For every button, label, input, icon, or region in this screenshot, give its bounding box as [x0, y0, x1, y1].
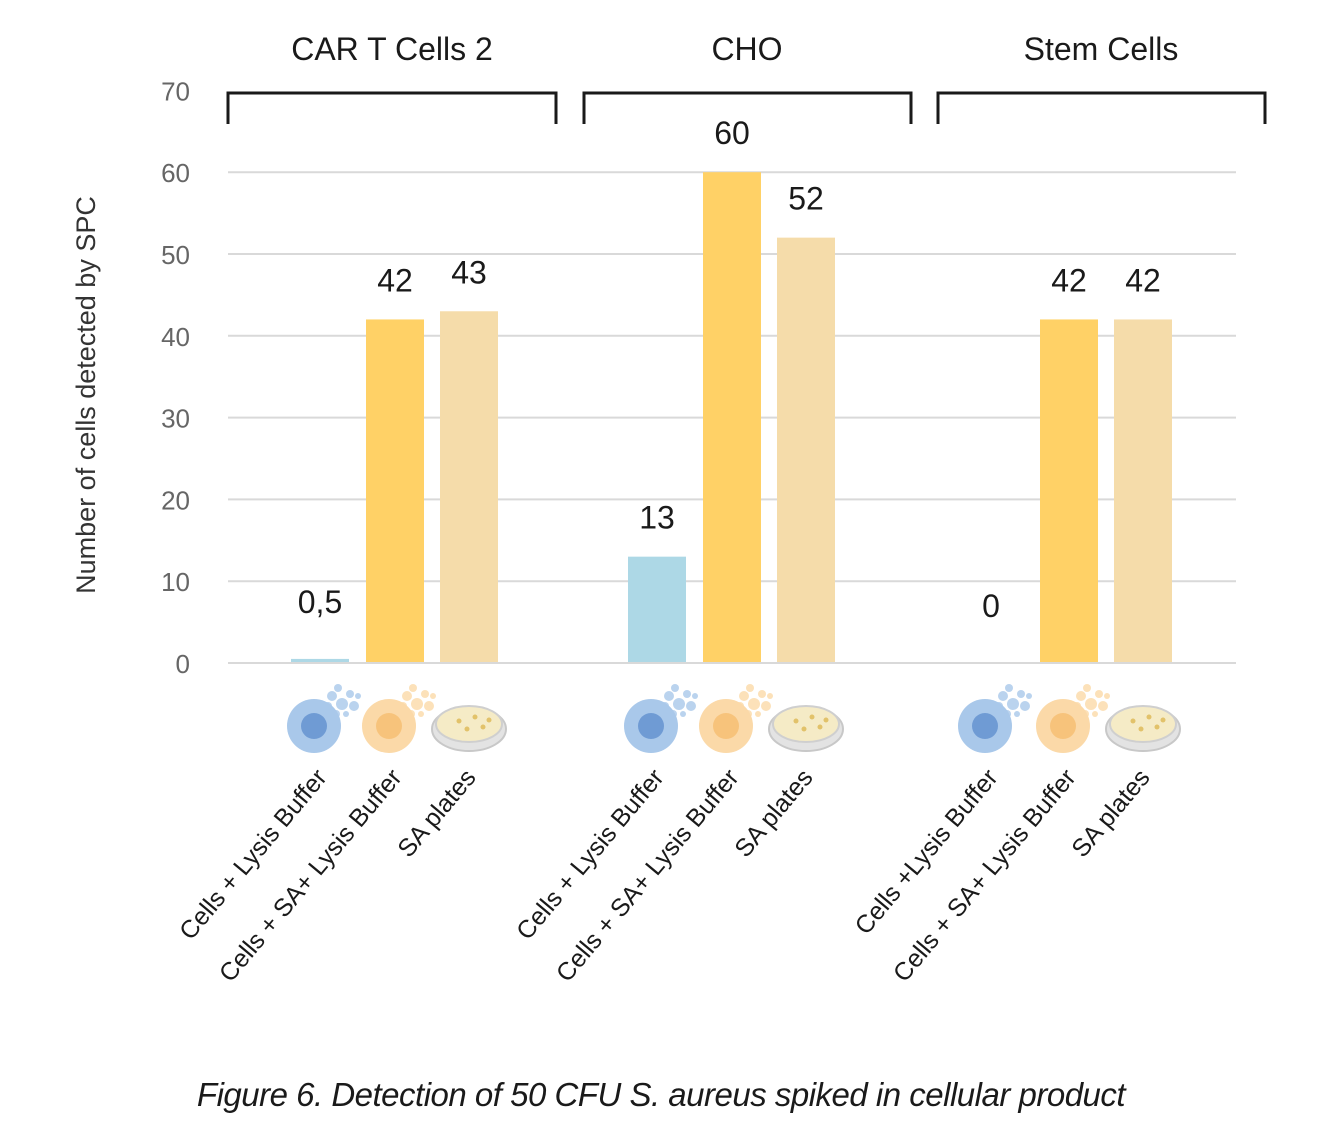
- petri-dish-icon: [768, 705, 844, 752]
- chart: 0 10 20 30 40 50 60 70 Number of cells detected …: [71, 31, 1267, 987]
- data-label: 0,5: [298, 584, 342, 620]
- y-tick-label: 0: [176, 649, 190, 679]
- lysed-cell-icon: [624, 684, 698, 753]
- petri-dish-icon: [1105, 705, 1181, 752]
- lysed-cell-icon: [287, 684, 361, 753]
- group-title: Stem Cells: [1024, 31, 1179, 67]
- bar: [1040, 319, 1098, 663]
- y-tick-label: 50: [161, 240, 190, 270]
- group-title: CHO: [711, 31, 782, 67]
- bar: [366, 319, 424, 663]
- group-title: CAR T Cells 2: [291, 31, 493, 67]
- x-category-label: SA plates: [729, 764, 818, 863]
- bar: [1114, 319, 1172, 663]
- sa-lysed-cell-icon: [699, 684, 773, 753]
- data-label: 43: [451, 254, 487, 290]
- bar: [703, 172, 761, 663]
- data-label: 0: [982, 588, 1000, 624]
- data-label: 42: [1125, 262, 1161, 298]
- group-bracket: [582, 91, 913, 124]
- y-tick-label: 10: [161, 567, 190, 597]
- figure-caption: Figure 6. Detection of 50 CFU S. aureus …: [196, 1076, 1126, 1113]
- group-bracket: [226, 91, 558, 124]
- petri-dish-icon: [431, 705, 507, 752]
- sa-lysed-cell-icon: [362, 684, 436, 753]
- y-tick-label: 60: [161, 158, 190, 188]
- x-category-label: Cells +Lysis Buffer: [850, 764, 1004, 940]
- y-tick-label: 30: [161, 404, 190, 434]
- data-label: 42: [1051, 262, 1087, 298]
- bar: [291, 658, 349, 663]
- sa-lysed-cell-icon: [1036, 684, 1110, 753]
- bar: [628, 556, 686, 663]
- data-label: 60: [714, 115, 750, 151]
- x-category-label: SA plates: [392, 764, 481, 863]
- data-label: 42: [377, 262, 413, 298]
- bar: [777, 237, 835, 663]
- y-tick-label: 20: [161, 485, 190, 515]
- x-category-label: SA plates: [1066, 764, 1155, 863]
- bar: [440, 311, 498, 663]
- y-axis-label: Number of cells detected by SPC: [71, 196, 101, 594]
- y-tick-label: 40: [161, 322, 190, 352]
- lysed-cell-icon: [958, 684, 1032, 753]
- group-bracket: [936, 91, 1267, 124]
- data-label: 52: [788, 181, 824, 217]
- data-label: 13: [639, 500, 675, 536]
- y-tick-label: 70: [161, 76, 190, 106]
